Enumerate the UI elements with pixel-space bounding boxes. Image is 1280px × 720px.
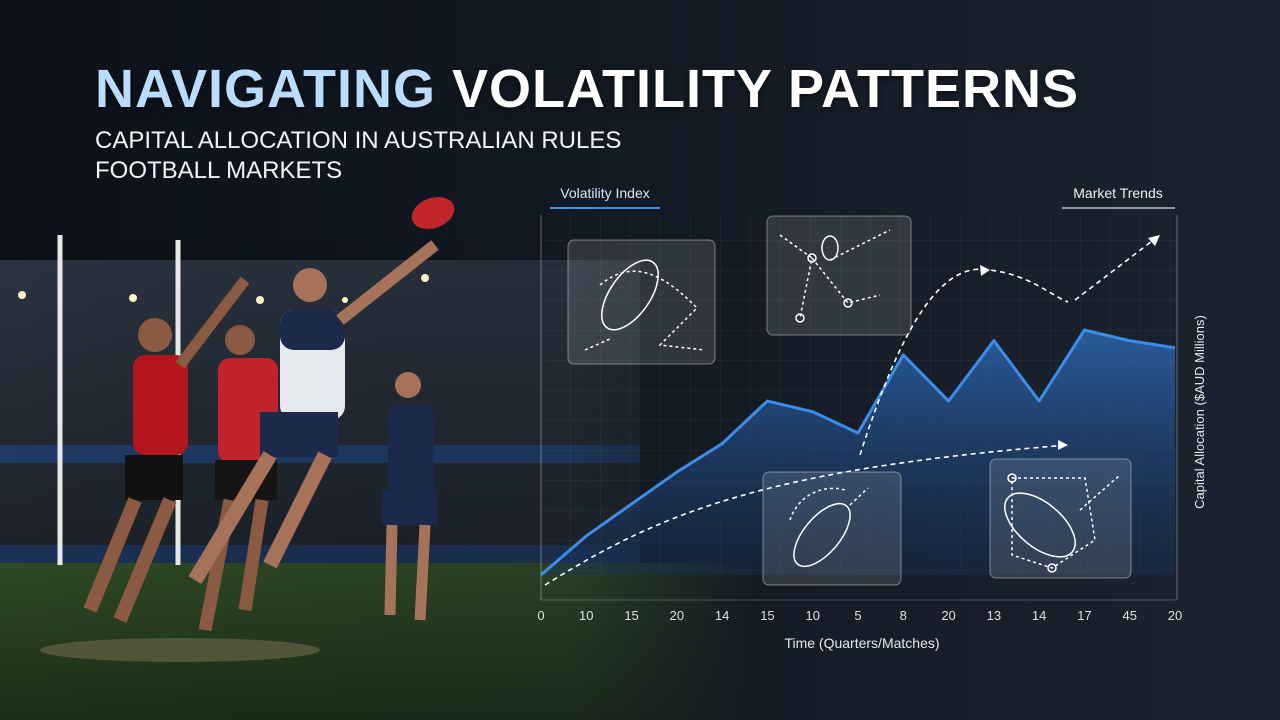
x-tick-label: 15: [624, 608, 638, 623]
x-tick-label: 20: [1168, 608, 1182, 623]
player-red: [83, 276, 250, 623]
x-tick-label: 14: [715, 608, 729, 623]
diagram-boxes: [567, 215, 1132, 586]
stadium-lights: [18, 274, 429, 304]
football: [411, 197, 455, 229]
x-tick-label: 10: [579, 608, 593, 623]
players: [40, 197, 455, 662]
x-tick-label: 8: [900, 608, 907, 623]
title: NAVIGATING VOLATILITY PATTERNS: [95, 58, 1079, 120]
subtitle: CAPITAL ALLOCATION IN AUSTRALIAN RULES F…: [95, 127, 622, 184]
arrow-heads: [980, 235, 1160, 450]
x-tick-label: 20: [670, 608, 684, 623]
title-highlight: NAVIGATING: [95, 59, 436, 119]
chart-label: Market Trends: [1073, 185, 1162, 201]
x-tick-label: 20: [941, 608, 955, 623]
series: [540, 328, 1176, 577]
line: [540, 328, 1176, 577]
x-tick-label: 45: [1122, 608, 1136, 623]
y-axis-title: Capital Allocation ($AUD Millions): [1192, 315, 1207, 509]
x-tick-label: 5: [854, 608, 861, 623]
play-diagrams: [584, 229, 1121, 573]
player-navy: [188, 240, 439, 584]
x-tick-label: 0: [537, 608, 544, 623]
dust: [40, 638, 320, 662]
trend-arrows: [544, 234, 1161, 586]
x-tick-label: 14: [1032, 608, 1046, 623]
x-tick-label: 15: [760, 608, 774, 623]
chart-label: Volatility Index: [560, 185, 650, 201]
player-navy-2: [382, 372, 437, 621]
x-tick-label: 10: [805, 608, 819, 623]
area: [541, 330, 1175, 575]
x-tick-label: 13: [987, 608, 1001, 623]
title-rest: VOLATILITY PATTERNS: [452, 59, 1080, 119]
x-tick-label: 17: [1077, 608, 1091, 623]
x-axis-title: Time (Quarters/Matches): [784, 635, 939, 651]
